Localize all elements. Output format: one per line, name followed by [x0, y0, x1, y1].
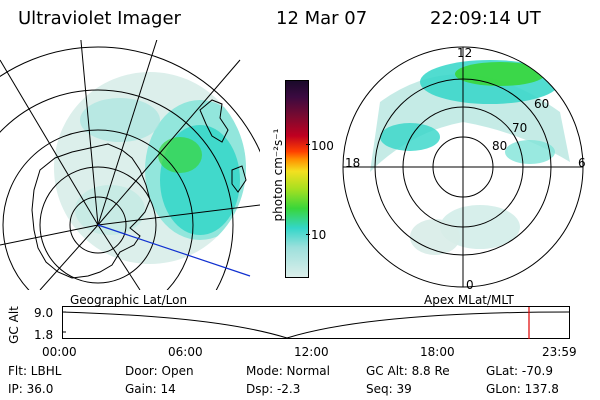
- mlat-label-60: 60: [534, 97, 550, 111]
- status-dsp: Dsp: -2.3: [246, 382, 301, 396]
- status-gc-alt: GC Alt: 8.8 Re: [366, 364, 450, 378]
- mlat-label-70: 70: [512, 121, 528, 135]
- status-filter: Flt: LBHL: [8, 364, 62, 378]
- timeline-xtick-2359: 23:59: [542, 345, 577, 359]
- left-panel-label: Geographic Lat/Lon: [70, 293, 188, 307]
- satellite-vector-line: [97, 224, 251, 277]
- colorbar: [285, 80, 309, 278]
- mlt-label-6: 6: [578, 156, 586, 170]
- timeline-xtick-0600: 06:00: [168, 345, 203, 359]
- status-gain: Gain: 14: [125, 382, 176, 396]
- right-panel-label: Apex MLat/MLT: [424, 293, 514, 307]
- altitude-timeline: [62, 306, 570, 339]
- colorbar-tick-10: 10: [311, 228, 327, 242]
- timeline-xtick-1200: 12:00: [294, 345, 329, 359]
- longitude-lines: [0, 40, 260, 290]
- polar-mlt-plot: [342, 46, 584, 288]
- status-glat: GLat: -70.9: [486, 364, 553, 378]
- status-mode: Mode: Normal: [246, 364, 330, 378]
- status-ip: IP: 36.0: [8, 382, 54, 396]
- mlat-label-80: 80: [492, 139, 508, 153]
- timeline-xtick-0000: 00:00: [42, 345, 77, 359]
- timeline-ytick-top: 9.0: [34, 306, 54, 320]
- coastline: [31, 143, 151, 279]
- timeline-xtick-1800: 18:00: [420, 345, 455, 359]
- geographic-image: [0, 40, 260, 290]
- date-label: 12 Mar 07: [276, 8, 368, 29]
- status-seq: Seq: 39: [366, 382, 412, 396]
- colorbar-tick-100: 100: [311, 139, 334, 153]
- mlt-axes: [343, 47, 583, 287]
- mlt-label-18: 18: [345, 156, 361, 170]
- altitude-curve: [62, 311, 570, 339]
- mlt-label-0: 0: [466, 278, 474, 292]
- colorbar-unit-label: photon cm⁻²s⁻¹: [271, 128, 285, 222]
- time-label: 22:09:14 UT: [430, 8, 541, 29]
- mlt-label-12: 12: [457, 46, 473, 60]
- timeline-axis-label: GC Alt: [7, 306, 21, 344]
- instrument-title: Ultraviolet Imager: [18, 8, 181, 29]
- latitude-circles: [0, 46, 260, 290]
- timeline-ytick-bottom: 1.8: [34, 328, 54, 342]
- status-door: Door: Open: [125, 364, 194, 378]
- status-glon: GLon: 137.8: [486, 382, 559, 396]
